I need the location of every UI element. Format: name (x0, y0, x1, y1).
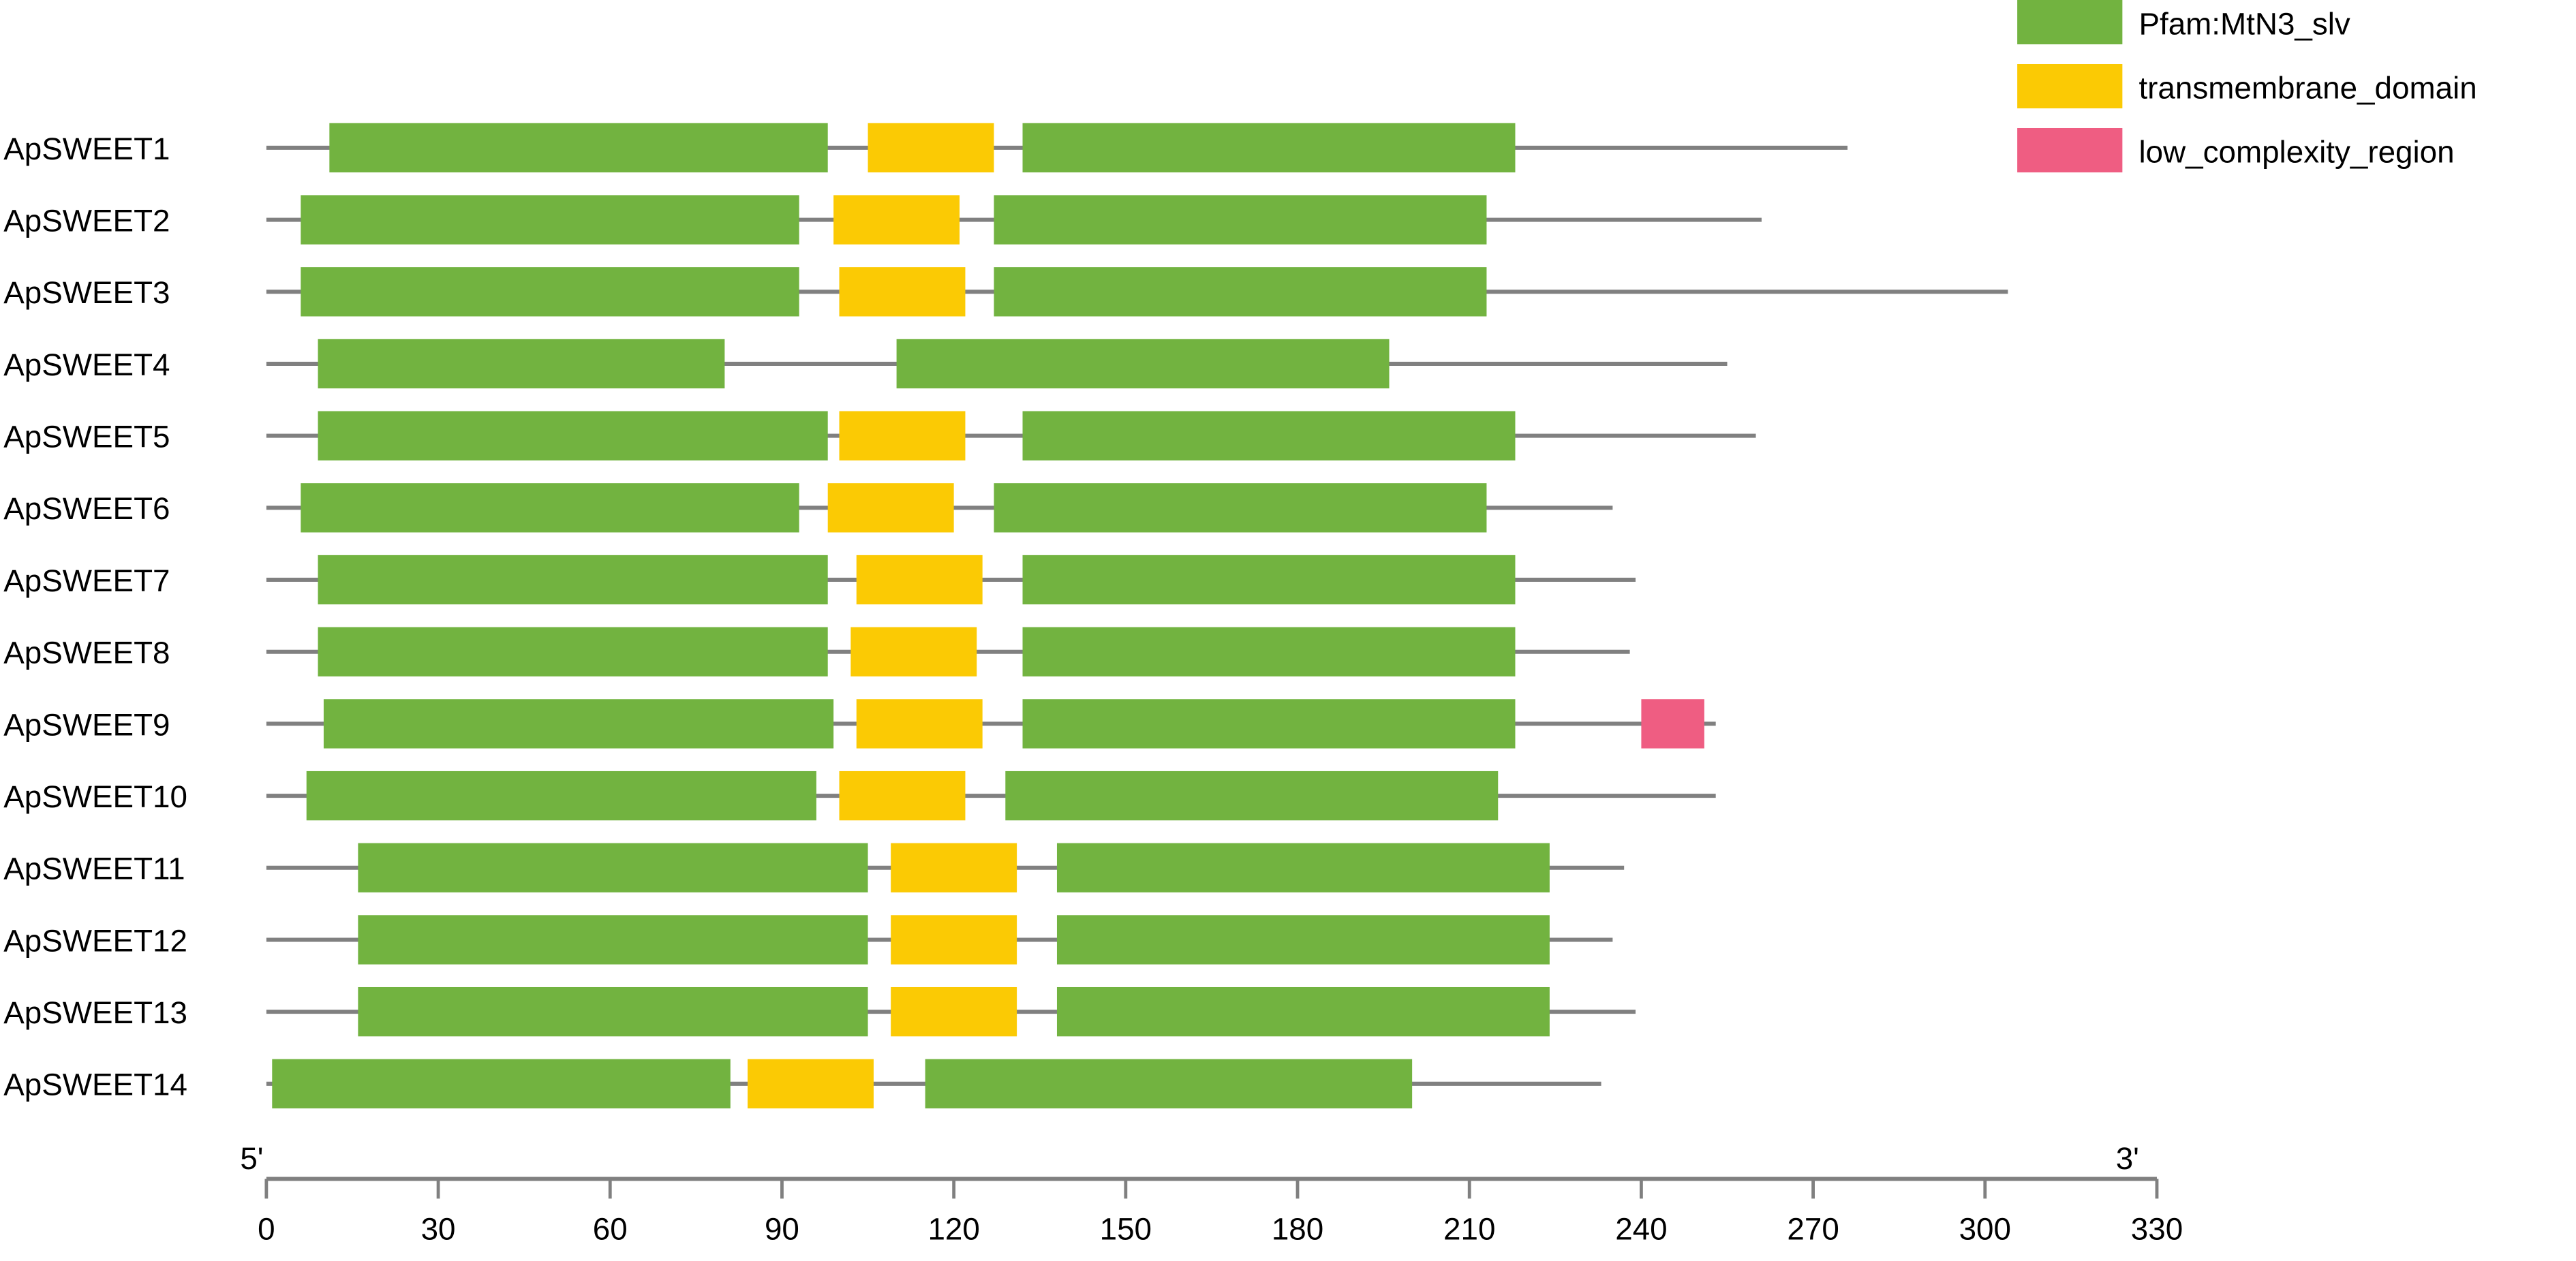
protein-row: ApSWEET7 (3, 555, 1636, 605)
domain-tm (839, 267, 966, 317)
axis-tick-label: 240 (1615, 1212, 1667, 1247)
legend-label-tm: transmembrane_domain (2138, 71, 2477, 106)
protein-name: ApSWEET2 (3, 203, 170, 238)
legend-swatch-pfam (2017, 0, 2123, 45)
domain-pfam (1056, 915, 1550, 965)
domain-pfam (318, 411, 828, 461)
domain-pfam (994, 267, 1487, 317)
domain-pfam (1056, 843, 1550, 892)
domain-pfam (1022, 411, 1516, 461)
domain-pfam (1022, 627, 1516, 676)
domain-tm (839, 411, 966, 461)
axis-tick-label: 120 (927, 1212, 979, 1247)
x-axis: 5' 3' 0 30 60 90 120 150 180 210 240 270 300 330 (240, 1141, 2183, 1247)
protein-row: ApSWEET5 (3, 411, 1756, 461)
axis-left-end-label: 5' (240, 1141, 263, 1176)
axis-tick-label: 90 (765, 1212, 799, 1247)
protein-rows: ApSWEET1 ApSWEET2 ApSWEET3 ApSWEET4 ApSWEET5… (3, 123, 2008, 1108)
axis-tick-label: 30 (421, 1212, 456, 1247)
domain-pfam (306, 770, 816, 821)
domain-pfam (358, 915, 868, 965)
domain-tm (891, 843, 1017, 892)
protein-row: ApSWEET11 (3, 843, 1625, 892)
protein-name: ApSWEET5 (3, 420, 170, 454)
domain-pfam (896, 339, 1390, 389)
domain-pfam (994, 483, 1487, 533)
protein-name: ApSWEET8 (3, 636, 170, 670)
protein-row: ApSWEET4 (3, 339, 1728, 389)
domain-pfam (994, 195, 1487, 245)
axis-right-end-label: 3' (2116, 1141, 2139, 1176)
legend: Pfam:MtN3_slv transmembrane_domain low_com… (2017, 0, 2477, 173)
protein-name: ApSWEET6 (3, 491, 170, 526)
axis-tick-label: 150 (1100, 1212, 1152, 1247)
domain-pfam (329, 123, 828, 173)
protein-name: ApSWEET12 (3, 923, 187, 958)
legend-swatch-tm (2017, 63, 2123, 109)
domain-pfam (318, 555, 828, 605)
domain-pfam (358, 986, 868, 1037)
domain-tm (868, 123, 994, 173)
protein-row: ApSWEET14 (3, 1059, 1601, 1108)
domain-tm (891, 986, 1017, 1037)
domain-tm (827, 483, 954, 533)
domain-pfam (318, 339, 725, 389)
protein-name: ApSWEET11 (3, 852, 185, 886)
domain-tm (891, 915, 1017, 965)
domain-pfam (1022, 555, 1516, 605)
domain-pfam (301, 267, 799, 317)
domain-pfam (1056, 986, 1550, 1037)
protein-row: ApSWEET3 (3, 267, 2008, 317)
domain-tm (856, 555, 983, 605)
domain-pfam (1022, 699, 1516, 749)
protein-row: ApSWEET13 (3, 986, 1636, 1037)
domain-pfam (358, 843, 868, 892)
domain-pfam (301, 483, 799, 533)
domain-tm (856, 699, 983, 749)
protein-row: ApSWEET9 (3, 699, 1716, 749)
axis-tick-label: 300 (1959, 1212, 2011, 1247)
axis-tick-label: 270 (1787, 1212, 1839, 1247)
domain-pfam (272, 1059, 731, 1108)
axis-tick-label: 60 (593, 1212, 628, 1247)
domain-tm (850, 627, 977, 676)
protein-row: ApSWEET10 (3, 770, 1716, 821)
protein-row: ApSWEET12 (3, 915, 1613, 965)
protein-name: ApSWEET4 (3, 347, 170, 382)
domain-tm (839, 770, 966, 821)
protein-name: ApSWEET1 (3, 131, 170, 166)
domain-tm (833, 195, 960, 245)
protein-name: ApSWEET9 (3, 707, 170, 742)
axis-tick-label: 0 (258, 1212, 275, 1247)
protein-row: ApSWEET2 (3, 195, 1762, 245)
domain-pfam (318, 627, 828, 676)
protein-row: ApSWEET1 (3, 123, 1848, 173)
protein-name: ApSWEET14 (3, 1068, 187, 1102)
axis-tick-label: 210 (1443, 1212, 1495, 1247)
domain-tm (748, 1059, 874, 1108)
domain-pfam (301, 195, 799, 245)
axis-tick-label: 180 (1272, 1212, 1323, 1247)
protein-name: ApSWEET10 (3, 779, 187, 814)
axis-tick-label: 330 (2131, 1212, 2183, 1247)
domain-pfam (1022, 123, 1516, 173)
protein-row: ApSWEET8 (3, 627, 1630, 676)
domain-pfam (323, 699, 834, 749)
legend-label-lcr: low_complexity_region (2138, 135, 2454, 170)
legend-swatch-lcr (2017, 127, 2123, 173)
protein-name: ApSWEET7 (3, 563, 170, 598)
protein-row: ApSWEET6 (3, 483, 1613, 533)
domain-pfam (925, 1059, 1413, 1108)
domain-pfam (1005, 770, 1499, 821)
protein-name: ApSWEET3 (3, 275, 170, 310)
legend-label-pfam: Pfam:MtN3_slv (2138, 7, 2350, 42)
protein-name: ApSWEET13 (3, 995, 187, 1030)
domain-lcr (1641, 699, 1704, 749)
